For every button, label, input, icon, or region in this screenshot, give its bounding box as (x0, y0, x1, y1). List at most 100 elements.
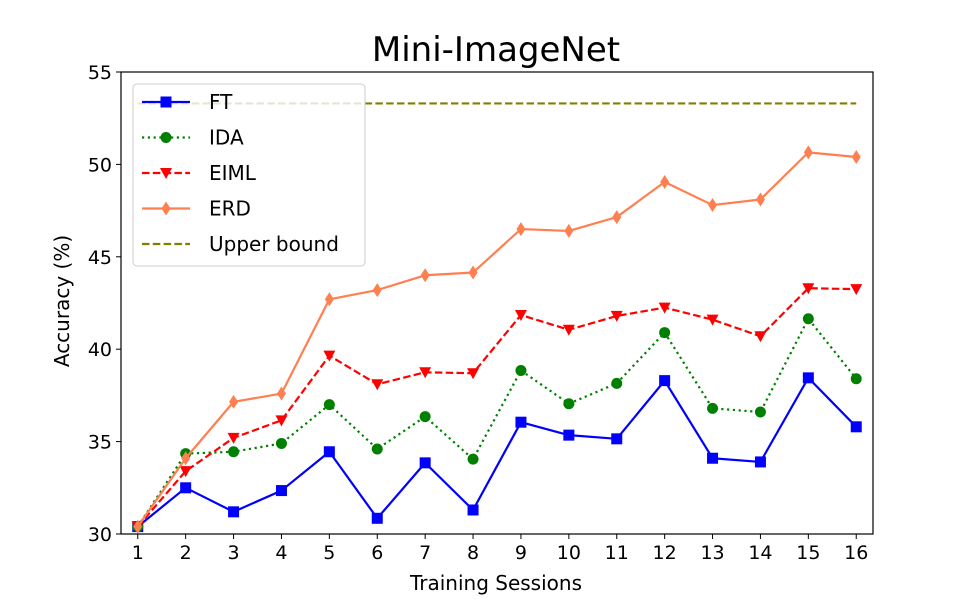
legend-marker (160, 96, 172, 108)
y-tick-label: 45 (88, 247, 112, 269)
x-tick-label: 15 (796, 542, 820, 564)
x-tick-label: 12 (653, 542, 677, 564)
data-point (611, 377, 623, 389)
series-line (136, 317, 858, 528)
data-point (275, 485, 287, 497)
x-tick-label: 3 (228, 542, 240, 564)
data-point (514, 310, 527, 322)
data-point (371, 443, 383, 455)
legend-label: IDA (209, 126, 244, 150)
x-tick-label: 14 (748, 542, 772, 564)
data-point (850, 421, 862, 433)
data-point (467, 453, 479, 465)
data-point (610, 310, 623, 322)
data-point (371, 512, 383, 524)
data-point (802, 313, 814, 325)
data-point (229, 394, 239, 409)
legend-marker (160, 168, 172, 179)
x-axis-title: Training Sessions (409, 571, 582, 595)
series-ida (132, 313, 862, 533)
data-point (754, 406, 766, 418)
series-ft (132, 372, 862, 533)
data-point (802, 372, 814, 384)
legend: FT IDA EIML ERD Upper bound (132, 83, 366, 267)
data-point (706, 314, 719, 326)
data-point (850, 373, 862, 385)
data-point (562, 324, 575, 336)
data-point (515, 416, 527, 428)
y-axis-title: Accuracy (%) (50, 235, 74, 367)
x-tick-label: 4 (275, 542, 287, 564)
data-point (419, 411, 431, 423)
data-point (276, 386, 286, 401)
legend-label: FT (209, 90, 233, 114)
data-point (323, 399, 335, 411)
data-point (419, 457, 431, 469)
y-tick-label: 35 (88, 432, 112, 454)
data-point (419, 367, 432, 379)
plot-area (131, 102, 863, 534)
x-tick-label: 7 (419, 542, 431, 564)
x-tick-label: 16 (844, 542, 868, 564)
data-point (227, 432, 240, 444)
x-tick-label: 10 (557, 542, 581, 564)
data-point (563, 398, 575, 410)
data-point (659, 327, 671, 339)
x-tick-label: 5 (323, 542, 335, 564)
legend-marker (161, 201, 171, 216)
plot-frame (120, 71, 874, 535)
data-point (564, 223, 574, 238)
data-point (181, 451, 191, 466)
data-point (275, 415, 288, 427)
data-point (324, 292, 334, 307)
data-point (371, 379, 384, 391)
data-point (467, 368, 480, 380)
series-erd (133, 145, 861, 534)
data-point (468, 265, 478, 280)
y-tick-label: 50 (88, 154, 112, 176)
x-tick-label: 8 (467, 542, 479, 564)
data-point (275, 437, 287, 449)
data-point (372, 283, 382, 298)
x-tick-label: 11 (605, 542, 629, 564)
x-tick-label: 9 (515, 542, 527, 564)
data-point (420, 268, 430, 283)
data-point (707, 402, 719, 414)
chart-title: Mini-ImageNet (372, 30, 620, 70)
data-point (660, 174, 670, 189)
legend-box (132, 83, 366, 267)
data-point (323, 350, 336, 362)
series-line (136, 151, 857, 528)
data-point (803, 145, 813, 160)
legend-label: EIML (209, 161, 257, 185)
data-point (707, 452, 719, 464)
series-line (136, 287, 857, 528)
data-point (323, 446, 335, 458)
data-point (659, 375, 671, 387)
data-point (851, 150, 861, 165)
data-point (228, 446, 240, 458)
data-point (515, 364, 527, 376)
x-tick-label: 6 (371, 542, 383, 564)
data-point (516, 222, 526, 237)
data-point (708, 198, 718, 213)
data-point (658, 302, 671, 314)
data-point (755, 192, 765, 207)
series-eiml (131, 283, 863, 533)
legend-label: ERD (209, 197, 251, 221)
data-point (563, 429, 575, 441)
data-point (802, 283, 815, 295)
y-tick-label: 55 (88, 62, 112, 84)
data-point (228, 506, 240, 518)
data-point (133, 519, 143, 534)
y-tick-label: 40 (88, 339, 112, 361)
x-tick-label: 13 (700, 542, 724, 564)
data-point (180, 482, 192, 494)
series-line (137, 376, 858, 528)
data-point (754, 456, 766, 468)
data-point (850, 284, 863, 296)
legend-marker (160, 132, 172, 143)
data-point (754, 331, 767, 343)
